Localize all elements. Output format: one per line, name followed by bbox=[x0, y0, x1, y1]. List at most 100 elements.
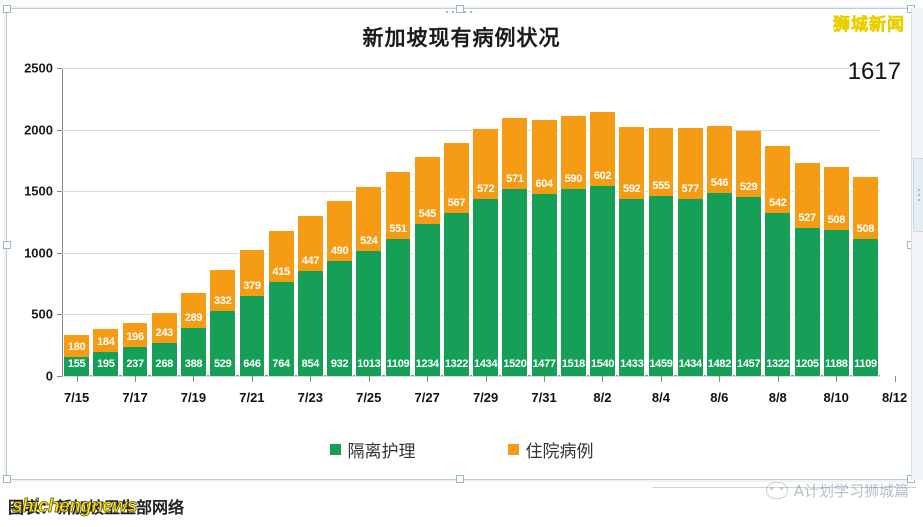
bar-column[interactable]: 602 1540 bbox=[588, 68, 617, 376]
bar-column[interactable]: 542 1322 bbox=[763, 68, 792, 376]
x-tick-mark bbox=[894, 376, 896, 382]
bar-segment-isolation[interactable]: 646 bbox=[238, 296, 266, 376]
bar-segment-hospitalised[interactable]: 415 bbox=[267, 230, 295, 282]
bar-column[interactable]: 490 932 bbox=[325, 68, 354, 376]
bar-segment-isolation[interactable]: 1457 bbox=[735, 196, 763, 376]
bar-segment-isolation[interactable]: 1482 bbox=[706, 193, 733, 376]
bar-segment-hospitalised[interactable]: 529 bbox=[735, 131, 763, 197]
bar-segment-isolation[interactable]: 1540 bbox=[589, 186, 616, 376]
bar-segment-isolation[interactable]: 1459 bbox=[647, 196, 675, 376]
bar-column[interactable]: 508 1188 bbox=[822, 68, 851, 376]
bar-segment-hospitalised[interactable]: 546 bbox=[706, 126, 733, 194]
bar-column[interactable]: 243 268 bbox=[150, 68, 179, 376]
bar-segment-hospitalised[interactable]: 567 bbox=[443, 143, 470, 214]
scrollbar-thumb[interactable] bbox=[913, 158, 923, 232]
bar-segment-isolation[interactable]: 1013 bbox=[355, 251, 383, 376]
bar-segment-hospitalised[interactable]: 196 bbox=[121, 322, 149, 347]
bar-segment-isolation[interactable]: 237 bbox=[121, 346, 149, 376]
resize-handle-middle-left[interactable] bbox=[3, 241, 11, 249]
legend-item[interactable]: 隔离护理 bbox=[329, 437, 416, 462]
bar-segment-isolation[interactable]: 1434 bbox=[676, 199, 704, 376]
bar-segment-isolation[interactable]: 1234 bbox=[413, 223, 441, 376]
bar-segment-hospitalised[interactable]: 551 bbox=[384, 171, 412, 240]
bar-value-label: 571 bbox=[506, 172, 524, 185]
resize-handle-bottom-left[interactable] bbox=[3, 475, 11, 483]
bar-segment-isolation[interactable]: 195 bbox=[92, 351, 120, 376]
bar-segment-hospitalised[interactable]: 572 bbox=[472, 128, 500, 200]
bar-column[interactable]: 577 1434 bbox=[676, 68, 705, 376]
bar-segment-hospitalised[interactable]: 379 bbox=[238, 249, 266, 297]
bar-column[interactable]: 196 237 bbox=[120, 68, 149, 376]
bar-column[interactable]: 592 1433 bbox=[617, 68, 646, 376]
bar-column[interactable]: 551 1109 bbox=[383, 68, 412, 376]
bar-segment-isolation[interactable]: 1520 bbox=[501, 188, 529, 376]
bar-column[interactable]: 332 529 bbox=[208, 68, 237, 376]
bar-segment-isolation[interactable]: 1518 bbox=[559, 188, 587, 376]
bar-segment-hospitalised[interactable]: 289 bbox=[180, 292, 207, 329]
bar-segment-isolation[interactable]: 1322 bbox=[764, 213, 792, 376]
bar-segment-hospitalised[interactable]: 332 bbox=[209, 269, 237, 311]
bar-column[interactable]: 289 388 bbox=[179, 68, 208, 376]
resize-handle-top-center[interactable] bbox=[456, 5, 464, 13]
bar-segment-isolation[interactable]: 764 bbox=[267, 281, 295, 376]
bar-segment-hospitalised[interactable]: 508 bbox=[852, 176, 879, 240]
bar-segment-hospitalised[interactable]: 555 bbox=[647, 127, 675, 197]
bar-segment-isolation[interactable]: 1205 bbox=[793, 227, 821, 376]
bar-column[interactable]: 527 1205 bbox=[792, 68, 821, 376]
bar-segment-hospitalised[interactable]: 508 bbox=[822, 167, 850, 230]
bar-column[interactable]: 604 1477 bbox=[530, 68, 559, 376]
vertical-scrollbar[interactable] bbox=[911, 8, 923, 480]
bar-segment-hospitalised[interactable]: 545 bbox=[413, 156, 441, 224]
bar-segment-hospitalised[interactable]: 524 bbox=[355, 186, 383, 252]
bar-segment-hospitalised[interactable]: 604 bbox=[530, 119, 558, 195]
bar-segment-hospitalised[interactable]: 577 bbox=[676, 128, 704, 200]
bar-segment-hospitalised[interactable]: 590 bbox=[559, 116, 587, 189]
bar-segment-isolation[interactable]: 1477 bbox=[530, 194, 558, 376]
bar-segment-isolation[interactable]: 1109 bbox=[852, 239, 879, 376]
bar-column[interactable]: 545 1234 bbox=[413, 68, 442, 376]
bar-column[interactable]: 379 646 bbox=[237, 68, 266, 376]
bar-column[interactable]: 529 1457 bbox=[734, 68, 763, 376]
bar-segment-hospitalised[interactable]: 527 bbox=[793, 162, 821, 228]
bar-segment-hospitalised[interactable]: 490 bbox=[326, 200, 353, 262]
bar-column[interactable]: 415 764 bbox=[267, 68, 296, 376]
bar-segment-hospitalised[interactable]: 243 bbox=[150, 313, 178, 343]
bar-value-label: 1234 bbox=[415, 358, 440, 370]
bar-column[interactable]: 567 1322 bbox=[442, 68, 471, 376]
bar-column[interactable]: 555 1459 bbox=[646, 68, 675, 376]
bar-segment-isolation[interactable]: 932 bbox=[326, 261, 353, 376]
bar-segment-hospitalised[interactable]: 542 bbox=[764, 146, 792, 214]
bar-segment-hospitalised[interactable]: 447 bbox=[296, 215, 324, 271]
gridline bbox=[62, 252, 880, 254]
bar-column[interactable]: 572 1434 bbox=[471, 68, 500, 376]
bar-column[interactable]: 571 1520 bbox=[500, 68, 529, 376]
bar-column[interactable]: 524 1013 bbox=[354, 68, 383, 376]
bar-segment-isolation[interactable]: 529 bbox=[209, 310, 237, 376]
bar-segment-isolation[interactable]: 388 bbox=[180, 328, 207, 376]
legend-item[interactable]: 住院病例 bbox=[507, 437, 594, 462]
bar-column[interactable]: 508 1109 bbox=[851, 68, 880, 376]
bar-segment-isolation[interactable]: 1433 bbox=[618, 199, 646, 376]
bar-segment-isolation[interactable]: 1188 bbox=[822, 229, 850, 376]
bar-column[interactable]: 184 195 bbox=[91, 68, 120, 376]
bar-segment-hospitalised[interactable]: 184 bbox=[92, 329, 120, 352]
resize-handle-top-left[interactable] bbox=[3, 5, 11, 13]
bar-column[interactable]: 546 1482 bbox=[705, 68, 734, 376]
bar-segment-isolation[interactable]: 1109 bbox=[384, 239, 412, 376]
bar-segment-isolation[interactable]: 1322 bbox=[443, 213, 470, 376]
bar-segment-isolation[interactable]: 155 bbox=[63, 356, 91, 376]
bar-column[interactable]: 447 854 bbox=[296, 68, 325, 376]
bar-segment-isolation[interactable]: 268 bbox=[150, 342, 178, 376]
bar-segment-isolation[interactable]: 1434 bbox=[472, 199, 500, 376]
bar-segment-hospitalised[interactable]: 180 bbox=[63, 334, 91, 357]
bar-value-label: 590 bbox=[564, 172, 583, 185]
bar-segment-isolation[interactable]: 854 bbox=[296, 270, 324, 376]
bar-segment-hospitalised[interactable]: 571 bbox=[501, 118, 529, 189]
bar-column[interactable]: 180 155 bbox=[62, 68, 91, 376]
resize-handle-bottom-center[interactable] bbox=[456, 475, 464, 483]
bar-column[interactable]: 590 1518 bbox=[559, 68, 588, 376]
bar-segment-hospitalised[interactable]: 592 bbox=[618, 126, 646, 200]
y-tick-mark bbox=[57, 129, 62, 131]
bar-segment-hospitalised[interactable]: 602 bbox=[589, 112, 616, 187]
x-tick-mark bbox=[544, 376, 546, 382]
